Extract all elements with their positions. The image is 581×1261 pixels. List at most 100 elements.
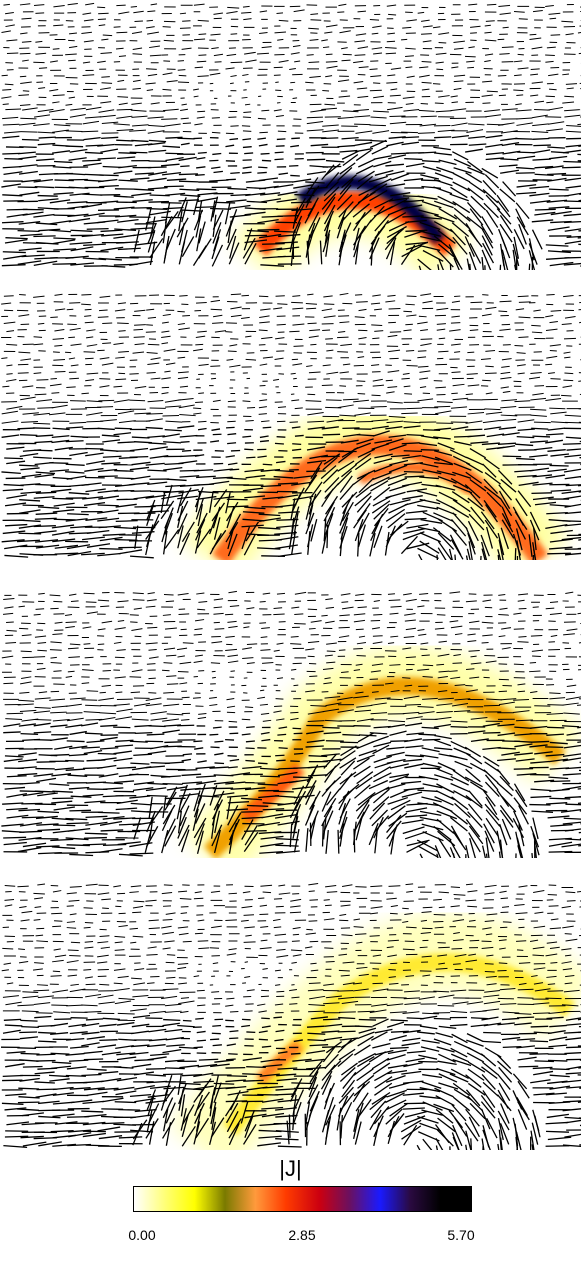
field-arrow (562, 773, 581, 776)
field-arrow (3, 3, 10, 6)
field-arrow (485, 411, 503, 415)
field-arrow (65, 471, 85, 474)
field-arrow (290, 52, 300, 55)
field-arrow (2, 251, 26, 254)
field-arrow (325, 960, 335, 963)
field-arrow (310, 13, 319, 15)
field-arrow (406, 19, 417, 22)
field-arrow (242, 146, 252, 149)
field-arrow (421, 911, 432, 914)
field-arrow (357, 448, 376, 458)
field-arrow (34, 517, 57, 520)
field-arrow (514, 74, 522, 77)
field-arrow (3, 598, 15, 601)
field-arrow (86, 329, 96, 332)
field-arrow (147, 316, 157, 319)
field-arrow (370, 405, 387, 408)
field-arrow (514, 903, 525, 907)
field-arrow (228, 830, 235, 854)
field-arrow (2, 165, 22, 169)
field-arrow (449, 193, 469, 202)
field-arrow (162, 206, 184, 210)
field-arrow (390, 152, 409, 155)
field-arrow (290, 949, 303, 952)
field-arrow (150, 377, 161, 380)
field-arrow (164, 1003, 182, 1007)
field-arrow (501, 236, 511, 259)
field-arrow (180, 829, 190, 853)
field-arrow (401, 819, 424, 825)
field-arrow (532, 10, 543, 13)
field-arrow (468, 790, 483, 807)
field-arrow (176, 647, 188, 651)
field-arrow (449, 329, 461, 332)
field-arrow (389, 763, 409, 769)
field-arrow (246, 406, 256, 409)
field-arrow (405, 716, 423, 720)
field-arrow (338, 229, 346, 253)
field-arrow (547, 983, 556, 985)
field-arrow (565, 33, 574, 36)
field-arrow (181, 47, 192, 50)
field-arrow (577, 547, 581, 550)
field-arrow (242, 766, 262, 770)
field-arrow (497, 533, 505, 556)
field-arrow (388, 415, 406, 419)
field-arrow (51, 800, 73, 804)
field-arrow (530, 795, 552, 799)
field-arrow (324, 221, 330, 245)
field-arrow (486, 698, 502, 701)
field-arrow (18, 836, 42, 841)
field-arrow (2, 612, 14, 615)
field-arrow (390, 88, 398, 91)
field-arrow (197, 760, 207, 763)
field-arrow (466, 456, 484, 466)
field-arrow (17, 703, 34, 706)
field-arrow (387, 642, 395, 644)
field-arrow (164, 370, 171, 373)
field-arrow (469, 676, 480, 679)
field-arrow (18, 532, 42, 535)
field-arrow (401, 136, 420, 139)
field-arrow (225, 144, 235, 148)
field-arrow (65, 440, 84, 443)
field-arrow (37, 322, 45, 325)
field-arrow (294, 790, 307, 811)
field-arrow (19, 906, 27, 909)
field-arrow (465, 600, 477, 603)
field-arrow (453, 931, 460, 935)
field-arrow (484, 519, 499, 539)
field-arrow (562, 925, 574, 929)
field-arrow (275, 905, 284, 908)
field-arrow (97, 752, 117, 755)
field-arrow (274, 531, 297, 535)
field-arrow (147, 186, 168, 190)
field-arrow (369, 1009, 387, 1014)
field-arrow (374, 829, 378, 854)
field-arrow (85, 2, 95, 6)
field-arrow (355, 593, 365, 596)
field-arrow (65, 103, 73, 106)
field-arrow (4, 898, 15, 901)
field-arrow (354, 452, 372, 466)
field-arrows-3 (1, 590, 581, 858)
field-arrow (449, 249, 463, 270)
field-arrow (450, 186, 468, 199)
field-arrow (2, 123, 20, 126)
field-arrow (532, 817, 539, 840)
field-arrow (387, 513, 406, 529)
field-arrow (2, 88, 12, 91)
field-arrow (117, 600, 129, 603)
field-arrow (309, 329, 321, 332)
field-arrow (276, 850, 300, 854)
field-arrow (258, 406, 267, 409)
field-arrow (437, 653, 450, 657)
field-arrow (323, 295, 333, 298)
field-arrow (485, 20, 495, 22)
field-arrow (114, 309, 126, 312)
field-arrow (118, 152, 137, 155)
field-arrow (6, 792, 28, 798)
field-arrow (259, 32, 268, 35)
field-arrow (115, 739, 134, 742)
field-arrow (130, 885, 142, 888)
